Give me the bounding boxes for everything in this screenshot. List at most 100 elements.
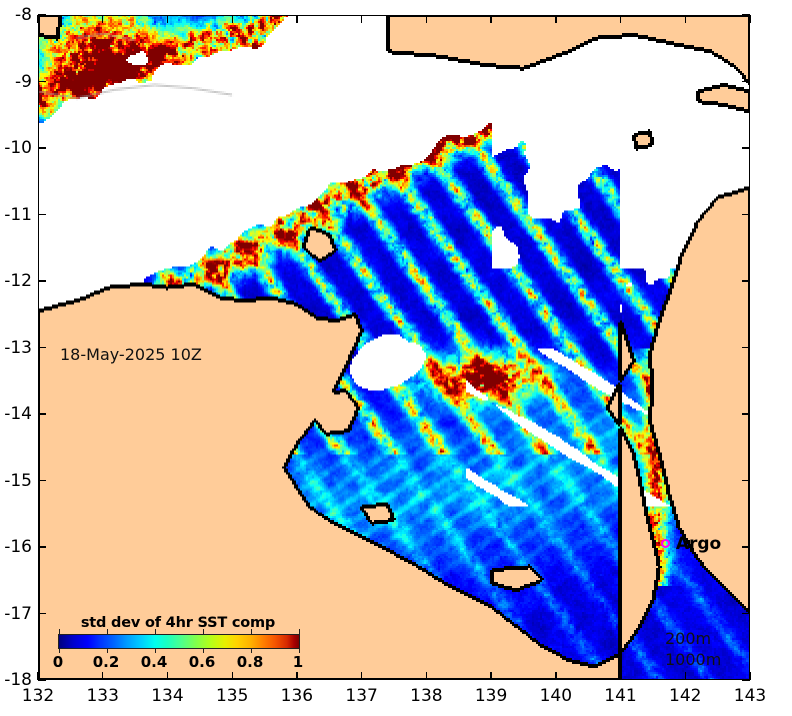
y-tick: [38, 612, 46, 615]
x-tick-top: [619, 15, 622, 23]
y-tick-right: [742, 479, 750, 482]
depth-label-1000m: 1000m: [665, 650, 722, 669]
colorbar-tick: [59, 629, 60, 634]
x-tick-label: 140: [539, 686, 573, 706]
map-plot-area[interactable]: [38, 15, 750, 680]
x-tick-label: 133: [86, 686, 119, 706]
y-tick-right: [742, 14, 750, 16]
y-tick-right: [742, 612, 750, 615]
colorbar-tick: [203, 648, 204, 653]
x-tick: [425, 672, 428, 680]
sst-stddev-raster: [38, 15, 750, 680]
colorbar-tick-label: 0.2: [92, 653, 120, 671]
y-tick-label: -13: [4, 337, 32, 358]
x-tick-top: [555, 15, 557, 23]
y-tick-right: [742, 679, 750, 681]
x-tick-label: 143: [733, 686, 767, 706]
x-tick-top: [684, 15, 686, 23]
x-tick-top: [231, 15, 233, 23]
x-tick: [166, 672, 169, 680]
x-tick-top: [490, 15, 492, 23]
colorbar-tick-label: 1: [292, 653, 304, 671]
colorbar-gradient: [58, 629, 300, 653]
x-tick-top: [425, 15, 428, 23]
y-tick-right: [742, 213, 750, 216]
y-tick-right: [742, 147, 750, 149]
y-tick-label: -16: [4, 537, 32, 557]
x-tick: [231, 672, 233, 680]
y-tick-label: -18: [4, 670, 32, 690]
y-tick-label: -15: [4, 470, 32, 491]
x-tick-label: 136: [280, 686, 314, 706]
colorbar-tick-label: 0.4: [140, 653, 168, 671]
y-tick-label: -12: [4, 271, 32, 291]
x-tick-label: 137: [345, 686, 378, 706]
y-tick-label: -17: [4, 603, 32, 624]
date-stamp-label: 18-May-2025 10Z: [60, 345, 202, 364]
colorbar-tick-label: 0.8: [236, 653, 264, 671]
colorbar-tick: [251, 629, 252, 634]
x-tick: [37, 672, 39, 680]
colorbar-tick: [59, 648, 60, 653]
colorbar-tick-label: 0: [52, 653, 64, 671]
x-tick-label: 135: [215, 686, 249, 706]
depth-label-200m: 200m: [665, 629, 712, 648]
y-tick-right: [742, 346, 750, 349]
x-tick-label: 141: [604, 686, 637, 706]
y-tick-label: -14: [4, 404, 32, 424]
x-tick: [296, 672, 298, 680]
argo-marker-icon: [661, 539, 671, 549]
x-tick-label: 138: [410, 686, 443, 706]
colorbar-title: std dev of 4hr SST comp: [80, 615, 276, 631]
colorbar-tick: [299, 629, 300, 634]
y-tick: [38, 80, 46, 83]
colorbar-tick-label: 0.6: [188, 653, 216, 671]
y-tick-right: [742, 546, 750, 548]
x-tick-top: [37, 15, 39, 23]
y-tick-label: -10: [4, 138, 32, 158]
x-tick-top: [361, 15, 363, 23]
depth-contour-labels: 200m 1000m: [665, 628, 721, 670]
y-tick: [38, 147, 46, 149]
x-tick: [102, 672, 104, 680]
y-tick: [38, 479, 46, 482]
y-tick-right: [742, 80, 750, 83]
y-tick: [38, 213, 46, 216]
x-tick-top: [102, 15, 104, 23]
colorbar-tick-labels: 0 0.2 0.4 0.6 0.8 1: [53, 653, 303, 673]
x-tick: [619, 672, 622, 680]
colorbar-gradient-fill: [59, 635, 299, 648]
x-tick-label: 134: [151, 686, 184, 706]
argo-legend-label: Argo: [675, 533, 722, 554]
x-tick-label: 132: [21, 686, 55, 706]
x-tick: [555, 672, 557, 680]
x-tick-label: 142: [669, 686, 702, 706]
y-tick: [38, 280, 46, 282]
y-tick-right: [742, 280, 750, 282]
x-tick-top: [296, 15, 298, 23]
y-tick: [38, 546, 46, 548]
x-tick: [684, 672, 686, 680]
y-tick-label: -8: [15, 5, 32, 25]
y-tick: [38, 679, 46, 681]
x-tick-label: 139: [474, 686, 508, 706]
colorbar-tick: [155, 648, 156, 653]
y-tick: [38, 14, 46, 16]
colorbar-tick: [251, 648, 252, 653]
colorbar-tick: [107, 648, 108, 653]
colorbar-tick: [107, 629, 108, 634]
colorbar-legend: std dev of 4hr SST comp 0 0.2 0.4 0.6 0.8 1: [53, 615, 303, 673]
colorbar-tick: [299, 648, 300, 653]
y-tick: [38, 413, 46, 415]
y-tick: [38, 346, 46, 349]
y-tick-label: -11: [4, 204, 32, 225]
x-tick: [361, 672, 363, 680]
colorbar-tick: [155, 629, 156, 634]
x-tick: [490, 672, 492, 680]
y-tick-label: -9: [15, 71, 32, 92]
x-tick: [749, 672, 751, 680]
x-tick-top: [166, 15, 169, 23]
x-tick-top: [749, 15, 751, 23]
colorbar-tick: [203, 629, 204, 634]
